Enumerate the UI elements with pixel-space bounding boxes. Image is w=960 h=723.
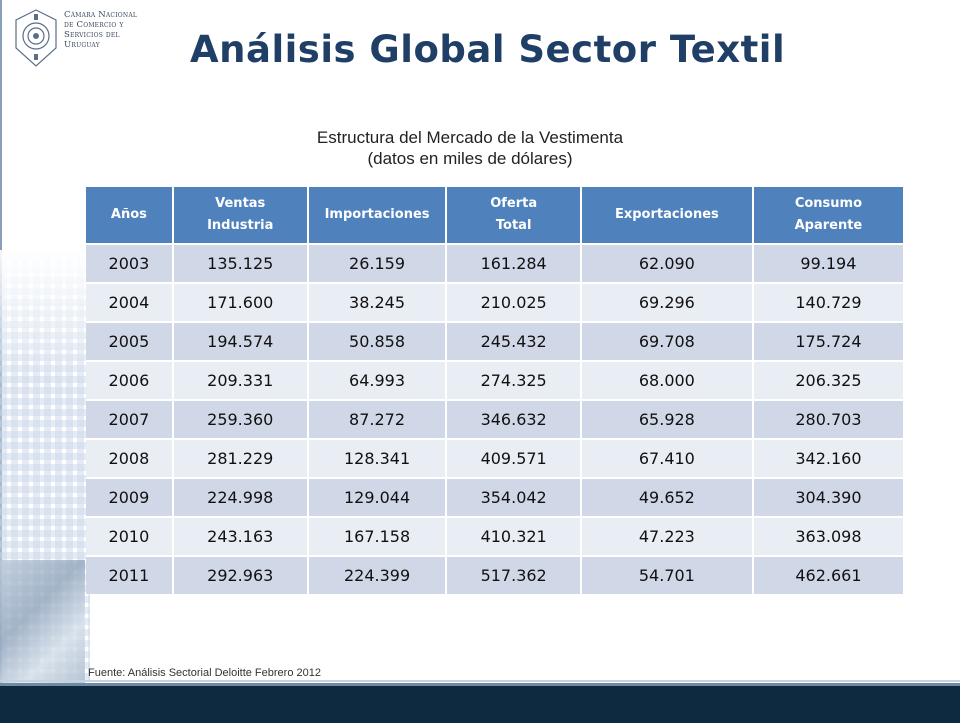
cell-consumo: 99.194 bbox=[752, 243, 903, 283]
page-title: Análisis Global Sector Textil bbox=[190, 28, 786, 71]
cell-oferta: 274.325 bbox=[446, 360, 582, 400]
cell-consumo: 342.160 bbox=[752, 438, 903, 478]
cell-oferta: 210.025 bbox=[446, 282, 582, 322]
cell-exportaciones: 54.701 bbox=[580, 555, 754, 594]
footer-divider bbox=[0, 680, 960, 682]
header-ventas-industria: Ventas Industria bbox=[172, 187, 309, 244]
cell-ventas: 259.360 bbox=[172, 399, 309, 439]
cell-exportaciones: 49.652 bbox=[580, 477, 754, 517]
table-row: 2004 171.600 38.245 210.025 69.296 140.7… bbox=[86, 282, 903, 322]
cell-exportaciones: 65.928 bbox=[580, 399, 754, 439]
table-row: 2009 224.998 129.044 354.042 49.652 304.… bbox=[86, 477, 903, 517]
cell-consumo: 206.325 bbox=[752, 360, 903, 400]
cell-year: 2004 bbox=[86, 282, 174, 322]
market-structure-table: Años Ventas Industria Importaciones Ofert… bbox=[86, 187, 903, 594]
header-importaciones: Importaciones bbox=[307, 187, 448, 244]
cell-ventas: 135.125 bbox=[172, 243, 309, 283]
cell-exportaciones: 69.708 bbox=[580, 321, 754, 361]
table-row: 2010 243.163 167.158 410.321 47.223 363.… bbox=[86, 516, 903, 556]
decorative-building-image bbox=[0, 560, 85, 685]
source-note: Fuente: Análisis Sectorial Deloitte Febr… bbox=[88, 667, 321, 679]
caption-line-1: Estructura del Mercado de la Vestimenta bbox=[316, 128, 624, 147]
header-anos: Años bbox=[86, 187, 174, 244]
table-header-row: Años Ventas Industria Importaciones Ofert… bbox=[86, 187, 903, 244]
cell-consumo: 175.724 bbox=[752, 321, 903, 361]
cell-consumo: 304.390 bbox=[752, 477, 903, 517]
table-caption: Estructura del Mercado de la Vestimenta … bbox=[180, 127, 760, 169]
cell-ventas: 243.163 bbox=[172, 516, 309, 556]
cell-year: 2005 bbox=[86, 321, 174, 361]
cell-importaciones: 64.993 bbox=[307, 360, 448, 400]
cell-importaciones: 26.159 bbox=[307, 243, 448, 283]
logo-line: de Comercio y bbox=[64, 20, 124, 30]
cell-year: 2007 bbox=[86, 399, 174, 439]
cell-oferta: 346.632 bbox=[446, 399, 582, 439]
chamber-logo-text: Cámara Nacional de Comercio y Servicios … bbox=[64, 10, 154, 50]
logo-line: Uruguay bbox=[64, 40, 100, 50]
cell-ventas: 224.998 bbox=[172, 477, 309, 517]
cell-year: 2009 bbox=[86, 477, 174, 517]
table-row: 2007 259.360 87.272 346.632 65.928 280.7… bbox=[86, 399, 903, 439]
cell-importaciones: 224.399 bbox=[307, 555, 448, 594]
cell-importaciones: 50.858 bbox=[307, 321, 448, 361]
header-consumo-aparente: Consumo Aparente bbox=[752, 187, 903, 244]
table-row: 2011 292.963 224.399 517.362 54.701 462.… bbox=[86, 555, 903, 594]
cell-importaciones: 167.158 bbox=[307, 516, 448, 556]
cell-ventas: 194.574 bbox=[172, 321, 309, 361]
cell-exportaciones: 69.296 bbox=[580, 282, 754, 322]
footer-bar bbox=[0, 683, 960, 723]
logo-line: Cámara Nacional bbox=[64, 10, 138, 20]
cell-oferta: 354.042 bbox=[446, 477, 582, 517]
cell-exportaciones: 68.000 bbox=[580, 360, 754, 400]
cell-importaciones: 38.245 bbox=[307, 282, 448, 322]
cell-oferta: 517.362 bbox=[446, 555, 582, 594]
cell-exportaciones: 67.410 bbox=[580, 438, 754, 478]
cell-consumo: 462.661 bbox=[752, 555, 903, 594]
chamber-logo-icon bbox=[15, 9, 57, 67]
cell-year: 2006 bbox=[86, 360, 174, 400]
cell-exportaciones: 47.223 bbox=[580, 516, 754, 556]
cell-importaciones: 128.341 bbox=[307, 438, 448, 478]
caption-line-2: (datos en miles de dólares) bbox=[367, 149, 573, 168]
cell-oferta: 161.284 bbox=[446, 243, 582, 283]
cell-consumo: 140.729 bbox=[752, 282, 903, 322]
cell-importaciones: 129.044 bbox=[307, 477, 448, 517]
cell-year: 2008 bbox=[86, 438, 174, 478]
cell-oferta: 245.432 bbox=[446, 321, 582, 361]
cell-oferta: 410.321 bbox=[446, 516, 582, 556]
cell-ventas: 171.600 bbox=[172, 282, 309, 322]
table-row: 2006 209.331 64.993 274.325 68.000 206.3… bbox=[86, 360, 903, 400]
cell-importaciones: 87.272 bbox=[307, 399, 448, 439]
header-oferta-total: Oferta Total bbox=[446, 187, 582, 244]
logo-line: Servicios del bbox=[64, 30, 120, 40]
cell-year: 2011 bbox=[86, 555, 174, 594]
cell-consumo: 363.098 bbox=[752, 516, 903, 556]
table-row: 2008 281.229 128.341 409.571 67.410 342.… bbox=[86, 438, 903, 478]
cell-year: 2010 bbox=[86, 516, 174, 556]
cell-oferta: 409.571 bbox=[446, 438, 582, 478]
cell-ventas: 281.229 bbox=[172, 438, 309, 478]
cell-ventas: 292.963 bbox=[172, 555, 309, 594]
cell-exportaciones: 62.090 bbox=[580, 243, 754, 283]
cell-year: 2003 bbox=[86, 243, 174, 283]
table-row: 2005 194.574 50.858 245.432 69.708 175.7… bbox=[86, 321, 903, 361]
cell-ventas: 209.331 bbox=[172, 360, 309, 400]
cell-consumo: 280.703 bbox=[752, 399, 903, 439]
header-exportaciones: Exportaciones bbox=[580, 187, 754, 244]
table-row: 2003 135.125 26.159 161.284 62.090 99.19… bbox=[86, 243, 903, 283]
